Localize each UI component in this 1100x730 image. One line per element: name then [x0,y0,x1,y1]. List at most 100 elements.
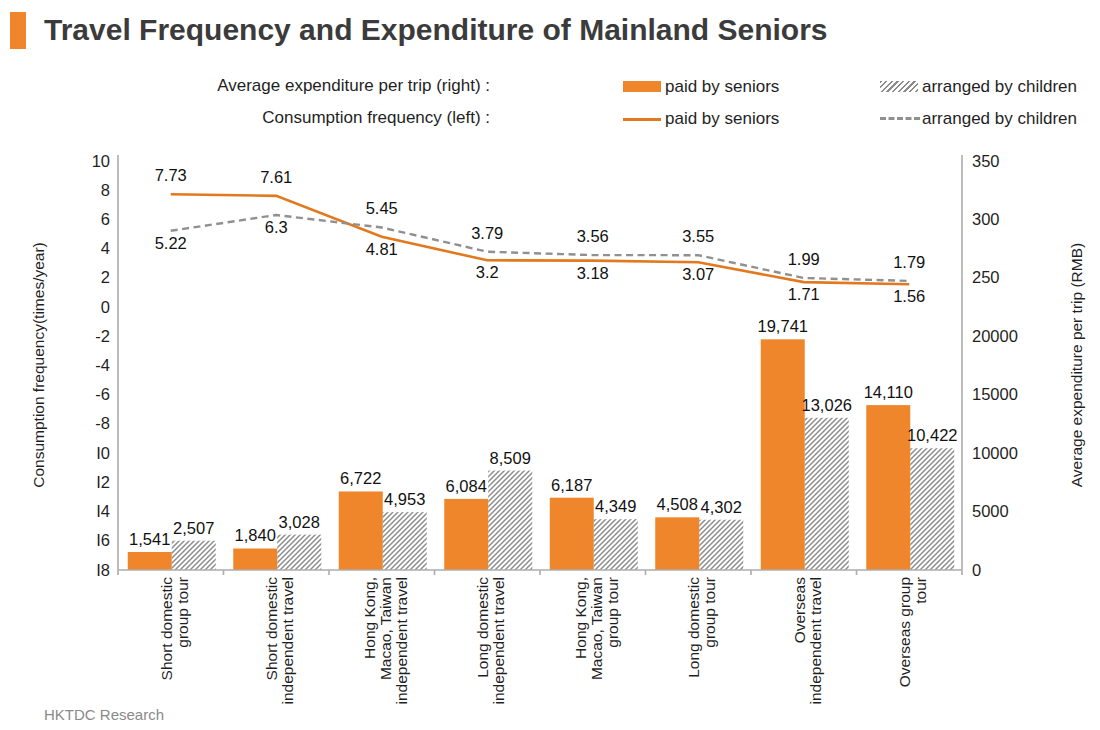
svg-text:group tour: group tour [604,577,621,648]
legend-swatch-line-orange [623,118,661,121]
line-label-paid-by-seniors: 1.71 [788,285,820,303]
bar-paid-by-seniors [866,405,910,570]
left-axis-tick-label: -6 [95,385,110,403]
bar-paid-by-seniors [233,548,277,570]
legend-swatch-bar-hatched [880,81,918,92]
bar-paid-by-seniors [128,552,172,570]
category-label: Long domesticgroup tour [685,577,718,678]
left-axis-tick-label: I8 [96,561,110,579]
right-axis-tick-label: 5000 [972,502,1009,520]
left-axis-tick-label: -2 [95,327,110,345]
legend-frequency-children-label: arranged by children [922,109,1077,129]
left-axis-tick-label: 4 [101,239,110,257]
bar-label-arranged-by-children: 4,302 [701,498,742,516]
line-label-arranged-by-children: 3.55 [682,227,714,245]
line-label-paid-by-seniors: 3.18 [577,264,609,282]
line-label-arranged-by-children: 5.45 [366,199,398,217]
bar-arranged-by-children [910,448,954,570]
svg-text:independent travel: independent travel [807,577,824,705]
bar-arranged-by-children [172,541,216,570]
category-label: Overseasindependent travel [791,577,824,705]
bar-label-paid-by-seniors: 6,187 [551,476,592,494]
right-axis-tick-label: 300 [972,210,1000,228]
category-label: Hong Kong,Macao, Taiwanindependent trave… [361,577,410,705]
page-root: Travel Frequency and Expenditure of Main… [0,0,1100,730]
left-axis-tick-label: -4 [95,356,110,374]
bar-label-arranged-by-children: 8,509 [490,449,531,467]
line-label-paid-by-seniors: 7.61 [260,168,292,186]
left-axis-tick-label: -8 [95,414,110,432]
line-label-arranged-by-children: 5.22 [155,234,187,252]
category-label: Short domesticindependent travel [263,577,296,705]
line-label-arranged-by-children: 1.99 [788,250,820,268]
svg-text:group tour: group tour [174,577,191,648]
bar-paid-by-seniors [655,517,699,570]
bar-paid-by-seniors [339,491,383,570]
left-axis-tick-label: I2 [96,473,110,491]
left-axis-tick-label: I6 [96,531,110,549]
left-axis-tick-label: 8 [101,181,110,199]
bar-label-arranged-by-children: 3,028 [279,513,320,531]
left-axis-tick-label: 6 [101,210,110,228]
svg-text:Long domestic: Long domestic [474,577,491,678]
legend-expenditure-children-label: arranged by children [922,77,1077,97]
bar-label-paid-by-seniors: 6,084 [446,477,487,495]
bar-arranged-by-children [594,519,638,570]
left-axis-title: Consumption frequency(times/year) [30,242,47,488]
bar-label-arranged-by-children: 4,953 [384,490,425,508]
svg-text:Overseas group: Overseas group [896,577,913,687]
legend-frequency-seniors-label: paid by seniors [665,109,779,129]
right-axis-tick-label: 350 [972,152,1000,170]
svg-text:tour: tour [912,577,929,604]
page-title: Travel Frequency and Expenditure of Main… [44,13,828,47]
svg-text:independent travel: independent travel [279,577,296,705]
right-axis-tick-label: 10000 [972,444,1018,462]
svg-text:independent travel: independent travel [393,577,410,705]
right-axis-title: Average expenditure per trip (RMB) [1068,243,1085,487]
category-label: Long domesticindependent travel [474,577,507,705]
svg-text:Overseas: Overseas [791,577,808,644]
bar-arranged-by-children [699,520,743,570]
svg-text:group tour: group tour [701,577,718,648]
bar-label-paid-by-seniors: 19,741 [758,317,808,335]
line-label-paid-by-seniors: 3.2 [476,263,499,281]
legend-swatch-line-dashed [880,117,920,120]
legend-expenditure-label: Average expenditure per trip (right) : [150,76,490,96]
left-axis-tick-label: I4 [96,502,110,520]
bar-label-arranged-by-children: 4,349 [595,497,636,515]
bar-label-paid-by-seniors: 1,541 [129,530,170,548]
svg-text:Macao, Taiwan: Macao, Taiwan [588,577,605,680]
line-label-arranged-by-children: 3.79 [471,224,503,242]
freq-line-paid-by-seniors [171,194,910,284]
legend-frequency-label: Consumption frequency (left) : [150,108,490,128]
right-axis-tick-label: 0 [972,561,981,579]
line-label-paid-by-seniors: 1.56 [893,287,925,305]
svg-text:Long domestic: Long domestic [685,577,702,678]
left-axis-tick-label: 0 [101,298,110,316]
left-axis-tick-label: 10 [92,152,110,170]
bar-label-paid-by-seniors: 1,840 [235,526,276,544]
svg-text:Hong Kong,: Hong Kong, [572,577,589,659]
line-label-arranged-by-children: 3.56 [577,227,609,245]
title-accent-bar [10,12,26,49]
footer-credit: HKTDC Research [44,706,164,723]
bar-paid-by-seniors [761,339,805,570]
right-axis-tick-label: 20000 [972,327,1018,345]
svg-text:Short domestic: Short domestic [158,577,175,681]
bar-label-arranged-by-children: 2,507 [173,519,214,537]
line-label-paid-by-seniors: 7.73 [155,166,187,184]
line-label-paid-by-seniors: 3.07 [682,265,714,283]
legend-expenditure-seniors-label: paid by seniors [665,77,779,97]
bar-paid-by-seniors [444,499,488,570]
bar-arranged-by-children [383,512,427,570]
category-label: Overseas grouptour [896,577,929,687]
bar-arranged-by-children [805,418,849,570]
bar-label-paid-by-seniors: 14,110 [864,383,913,401]
legend-swatch-bar-orange [623,81,661,92]
left-axis-tick-label: I0 [96,444,110,462]
bar-label-arranged-by-children: 13,026 [802,396,852,414]
svg-text:independent travel: independent travel [490,577,507,705]
combo-chart: 1086420-2-4-6-8I0I2I4I6I8350300250200001… [0,140,1100,730]
right-axis-tick-label: 250 [972,268,1000,286]
right-axis-tick-label: 15000 [972,385,1018,403]
